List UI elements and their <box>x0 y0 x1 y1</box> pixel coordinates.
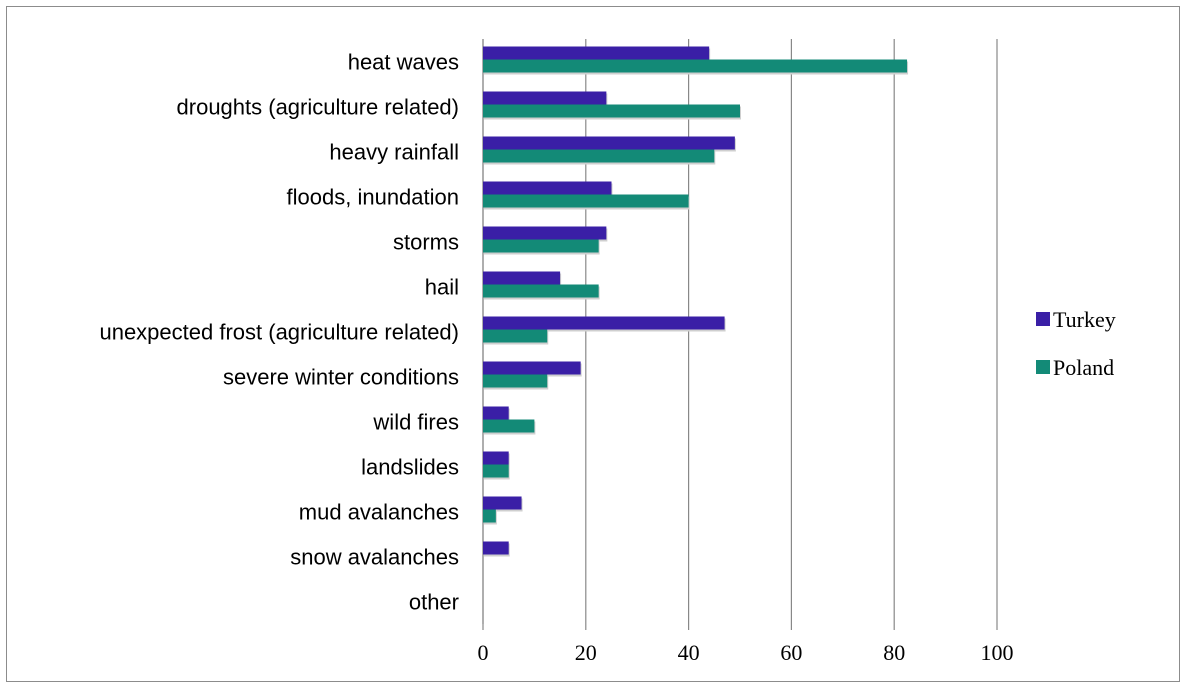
category-label: wild fires <box>372 410 459 435</box>
category-label: snow avalanches <box>290 545 459 570</box>
bar-turkey <box>483 181 612 195</box>
bar-turkey <box>483 316 725 330</box>
bar-turkey <box>483 226 607 240</box>
bar-turkey <box>483 406 509 420</box>
bar-poland <box>483 374 548 388</box>
x-tick-labels: 0 20 40 60 80 100 <box>478 640 1014 665</box>
x-tick-label: 0 <box>478 640 489 665</box>
category-label: storms <box>393 230 459 255</box>
bar-turkey <box>483 46 710 60</box>
bar-turkey <box>483 136 735 150</box>
bar-turkey <box>483 361 581 375</box>
category-label: severe winter conditions <box>223 365 459 390</box>
category-label: unexpected frost (agriculture related) <box>99 320 459 345</box>
category-label: floods, inundation <box>287 185 459 210</box>
category-label: hail <box>425 275 459 300</box>
bar-turkey <box>483 541 509 555</box>
bars <box>483 46 909 557</box>
category-label: heat waves <box>348 50 459 75</box>
bar-poland <box>483 239 599 253</box>
bar-turkey <box>483 496 522 510</box>
gridlines <box>482 39 998 630</box>
category-label: landslides <box>361 455 459 480</box>
legend: Turkey Poland <box>1036 307 1116 380</box>
legend-label: Poland <box>1053 355 1114 380</box>
bar-turkey <box>483 271 561 285</box>
bar-poland <box>483 59 908 73</box>
legend-swatch-poland <box>1036 360 1050 374</box>
bar-poland <box>483 104 740 118</box>
bar-poland <box>483 509 496 523</box>
bar-poland <box>483 194 689 208</box>
bar-poland <box>483 464 509 478</box>
legend-label: Turkey <box>1053 307 1116 332</box>
x-tick-label: 20 <box>575 640 597 665</box>
bar-turkey <box>483 91 607 105</box>
category-label: mud avalanches <box>299 500 459 525</box>
bar-turkey <box>483 451 509 465</box>
bar-poland <box>483 284 599 298</box>
category-label: droughts (agriculture related) <box>177 95 459 120</box>
bar-poland <box>483 149 715 163</box>
category-label: heavy rainfall <box>329 140 459 165</box>
category-label: other <box>409 590 459 615</box>
bar-poland <box>483 329 548 343</box>
category-labels: heat waves droughts (agriculture related)… <box>99 50 459 615</box>
bar-poland <box>483 419 535 433</box>
legend-swatch-turkey <box>1036 312 1050 326</box>
x-tick-label: 100 <box>981 640 1014 665</box>
x-tick-label: 40 <box>678 640 700 665</box>
x-tick-label: 60 <box>780 640 802 665</box>
x-tick-label: 80 <box>883 640 905 665</box>
